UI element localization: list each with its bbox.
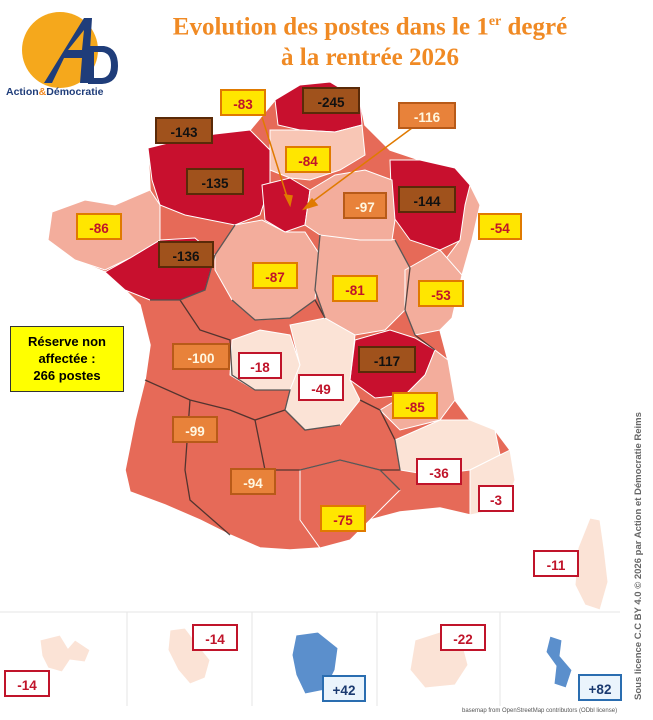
label-languedoc: -75 xyxy=(320,505,366,532)
label-alpes: -85 xyxy=(392,392,438,419)
label-auvergne: -49 xyxy=(298,374,344,401)
label-ardennes: -116 xyxy=(398,102,456,129)
reserve-line-1: Réserve non xyxy=(27,334,107,349)
title-line-2: à la rentrée 2026 xyxy=(281,44,459,72)
action-democratie-logo xyxy=(22,12,118,88)
label-bourgogne: -81 xyxy=(332,275,378,302)
label-franche: -53 xyxy=(418,280,464,307)
title-line-1-sup: er xyxy=(488,14,502,29)
label-midi: -94 xyxy=(230,468,276,495)
title-line-1-a: Evolution des postes dans le 1 xyxy=(172,13,489,41)
label-poitou: -100 xyxy=(172,343,230,370)
label-marne: -97 xyxy=(343,192,387,219)
label-aisne: -84 xyxy=(285,146,331,173)
map-title: Evolution des postes dans le 1er degré à… xyxy=(110,6,630,73)
label-guyane: +42 xyxy=(322,675,366,702)
logo-text: Action&Démocratie xyxy=(6,86,103,98)
logo-monogram-a xyxy=(44,18,92,83)
overseas-territories xyxy=(39,627,573,695)
reserve-line-3: 266 postes xyxy=(33,368,101,383)
title-line-1: Evolution des postes dans le 1er degré xyxy=(110,6,630,42)
label-nice: -3 xyxy=(478,485,514,512)
label-centre: -87 xyxy=(252,262,298,289)
shape-martinique xyxy=(167,627,211,685)
label-lyon: -117 xyxy=(358,346,416,373)
label-bretagne: -86 xyxy=(76,213,122,240)
label-aquitaine: -99 xyxy=(172,416,218,443)
reserve-line-2: affectée : xyxy=(38,351,96,366)
label-martinique: -14 xyxy=(192,624,238,651)
label-mayotte: +82 xyxy=(578,674,622,701)
label-normandie: -135 xyxy=(186,168,244,195)
label-alsace: -54 xyxy=(478,213,522,240)
region-corse xyxy=(574,517,609,611)
label-somme: -83 xyxy=(220,89,266,116)
label-corse: -11 xyxy=(533,550,579,577)
logo-monogram-d xyxy=(88,46,118,84)
license-text-span: Sous licence C.C BY 4.0 © 2026 par Actio… xyxy=(633,412,644,700)
label-loire: -136 xyxy=(158,241,214,268)
label-nord: -245 xyxy=(302,87,360,114)
region-borders xyxy=(144,224,436,536)
logo-text-action: Action xyxy=(6,86,39,98)
shape-mayotte xyxy=(545,635,573,689)
overseas-separators xyxy=(0,611,620,706)
label-limousin: -18 xyxy=(238,352,282,379)
label-guadeloupe: -14 xyxy=(4,670,50,697)
logo-text-democratie: Démocratie xyxy=(46,86,104,98)
license-text: Sous licence C.C BY 4.0 © 2026 par Actio… xyxy=(622,380,644,700)
shape-guadeloupe xyxy=(39,634,91,673)
basemap-credit: basemap from OpenStreetMap contributors … xyxy=(462,708,618,714)
label-lorraine: -144 xyxy=(398,186,456,213)
label-provence: -36 xyxy=(416,458,462,485)
logo-text-amp: & xyxy=(38,86,47,98)
title-line-1-b: degré xyxy=(501,13,568,41)
label-manche: -143 xyxy=(155,117,213,144)
pointer-arrows xyxy=(261,116,413,211)
label-reunion: -22 xyxy=(440,624,486,651)
reserve-box: Réserve non affectée : 266 postes xyxy=(10,326,124,392)
